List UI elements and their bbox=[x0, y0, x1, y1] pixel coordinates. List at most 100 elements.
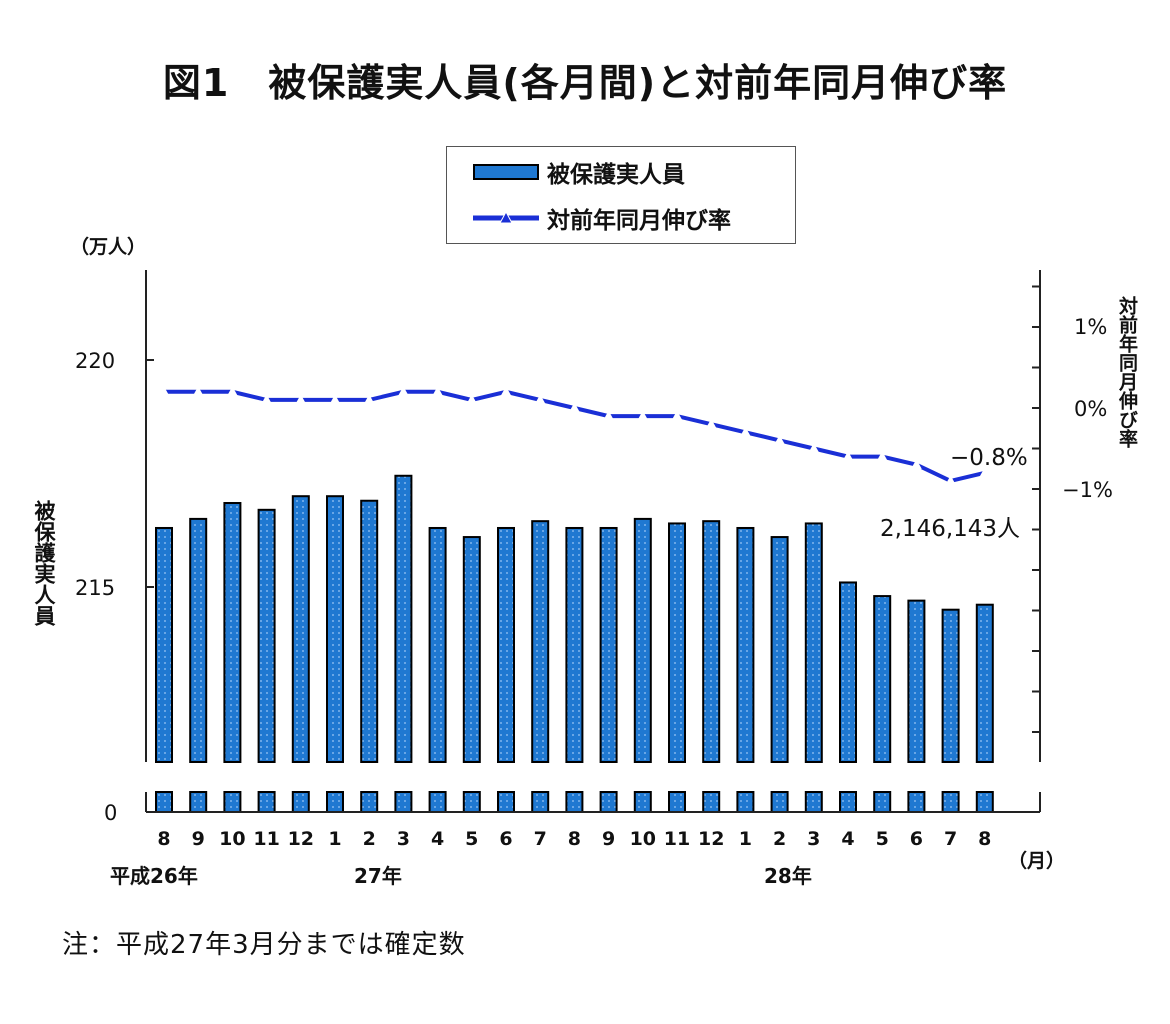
x-tick-label-7: 3 bbox=[397, 828, 410, 850]
rate-point-14 bbox=[637, 410, 649, 421]
x-tick-label-8: 4 bbox=[431, 828, 444, 850]
bar-4 bbox=[291, 495, 310, 763]
x-tick-label-18: 2 bbox=[773, 828, 786, 850]
x-tick-label-4: 12 bbox=[288, 828, 314, 850]
bar-base-3 bbox=[257, 791, 276, 813]
bar-base-11 bbox=[531, 791, 550, 813]
x-tick-label-6: 2 bbox=[363, 828, 376, 850]
rate-point-22 bbox=[910, 459, 922, 469]
x-tick-label-9: 5 bbox=[465, 828, 478, 850]
bar-base-19 bbox=[804, 791, 823, 813]
year-label-1: 平成26年 bbox=[110, 864, 198, 888]
right-tick-label-minus1pct: −1% bbox=[1062, 478, 1113, 502]
bar-16 bbox=[702, 520, 721, 763]
rate-point-18 bbox=[774, 434, 786, 445]
rate-point-15 bbox=[671, 410, 683, 421]
bar-21 bbox=[873, 595, 892, 764]
year-label-3: 28年 bbox=[764, 864, 812, 888]
legend-item-line: 対前年同月伸び率 bbox=[473, 203, 731, 234]
rate-point-13 bbox=[603, 410, 615, 421]
bar-20 bbox=[839, 581, 857, 764]
bar-17 bbox=[736, 526, 755, 763]
bar-23 bbox=[941, 608, 960, 764]
bar-base-23 bbox=[941, 791, 960, 813]
bar-14 bbox=[633, 517, 652, 764]
legend-bar-label: 被保護実人員 bbox=[547, 162, 685, 188]
bar-base-12 bbox=[565, 791, 584, 813]
x-tick-label-14: 10 bbox=[630, 828, 656, 850]
bar-3 bbox=[257, 508, 276, 763]
x-tick-label-13: 9 bbox=[602, 828, 615, 850]
month-unit: （月） bbox=[1008, 850, 1066, 872]
bar-base-9 bbox=[462, 791, 481, 813]
legend-line-swatch bbox=[473, 210, 539, 226]
bar-base-14 bbox=[633, 791, 652, 813]
x-tick-label-24: 8 bbox=[978, 828, 991, 850]
bar-base-15 bbox=[668, 791, 686, 813]
rate-point-7 bbox=[397, 386, 409, 397]
x-tick-label-3: 11 bbox=[253, 828, 279, 850]
bar-base-10 bbox=[497, 791, 515, 813]
rate-point-20 bbox=[842, 451, 854, 461]
rate-point-0 bbox=[158, 386, 170, 397]
left-tick-label-215: 215 bbox=[75, 576, 115, 600]
bar-base-0 bbox=[155, 791, 173, 813]
legend: 被保護実人員 対前年同月伸び率 bbox=[446, 146, 796, 244]
legend-item-bar: 被保護実人員 bbox=[473, 157, 685, 188]
annotation-last-rate: −0.8% bbox=[950, 445, 1028, 471]
bar-base-2 bbox=[223, 791, 242, 813]
x-tick-label-5: 1 bbox=[328, 828, 341, 850]
rate-point-4 bbox=[295, 394, 307, 405]
legend-bar-swatch bbox=[473, 164, 539, 180]
bar-10 bbox=[497, 526, 515, 763]
bar-13 bbox=[599, 526, 618, 763]
x-tick-label-11: 7 bbox=[534, 828, 547, 850]
x-tick-label-16: 12 bbox=[698, 828, 724, 850]
x-tick-label-17: 1 bbox=[739, 828, 752, 850]
x-tick-label-0: 8 bbox=[157, 828, 170, 850]
bar-5 bbox=[326, 495, 344, 763]
rate-point-17 bbox=[739, 426, 751, 437]
bar-base-18 bbox=[770, 791, 789, 813]
x-tick-label-15: 11 bbox=[664, 828, 690, 850]
bar-24 bbox=[975, 603, 994, 763]
rate-point-6 bbox=[363, 394, 375, 405]
rate-point-3 bbox=[261, 394, 273, 405]
bar-1 bbox=[189, 517, 208, 764]
bar-base-21 bbox=[873, 791, 892, 813]
right-tick-label-1pct: 1% bbox=[1074, 315, 1107, 339]
bar-base-1 bbox=[189, 791, 208, 813]
x-tick-label-12: 8 bbox=[568, 828, 581, 850]
left-axis-label: 被保護実人員 bbox=[32, 500, 56, 626]
bar-6 bbox=[360, 499, 379, 763]
rate-point-2 bbox=[226, 386, 238, 397]
bar-base-5 bbox=[326, 791, 344, 813]
bar-0 bbox=[155, 526, 173, 763]
bar-base-13 bbox=[599, 791, 618, 813]
bar-base-16 bbox=[702, 791, 721, 813]
left-axis-unit: （万人） bbox=[70, 236, 147, 258]
chart-title: 図1 被保護実人員(各月間)と対前年同月伸び率 bbox=[162, 61, 1008, 105]
bar-9 bbox=[462, 536, 481, 763]
x-tick-label-21: 5 bbox=[876, 828, 889, 850]
x-tick-label-23: 7 bbox=[944, 828, 957, 850]
rate-point-11 bbox=[534, 394, 546, 405]
rate-point-23 bbox=[945, 475, 957, 486]
bar-22 bbox=[907, 599, 926, 763]
right-axis-label: 対前年同月伸び率 bbox=[1116, 296, 1138, 448]
footnote: 注：平成27年3月分までは確定数 bbox=[62, 930, 466, 960]
right-tick-label-0pct: 0% bbox=[1074, 397, 1107, 421]
year-label-2: 27年 bbox=[354, 864, 402, 888]
rate-point-16 bbox=[705, 418, 717, 429]
x-tick-label-10: 6 bbox=[499, 828, 512, 850]
bar-2 bbox=[223, 502, 242, 763]
bar-19 bbox=[804, 522, 823, 763]
left-tick-label-0: 0 bbox=[104, 801, 117, 825]
x-tick-label-22: 6 bbox=[910, 828, 923, 850]
bar-12 bbox=[565, 526, 584, 763]
rate-point-12 bbox=[568, 402, 580, 413]
legend-line-label: 対前年同月伸び率 bbox=[547, 208, 731, 234]
rate-point-21 bbox=[876, 451, 888, 461]
rate-point-5 bbox=[329, 394, 341, 405]
bar-base-20 bbox=[839, 791, 857, 813]
